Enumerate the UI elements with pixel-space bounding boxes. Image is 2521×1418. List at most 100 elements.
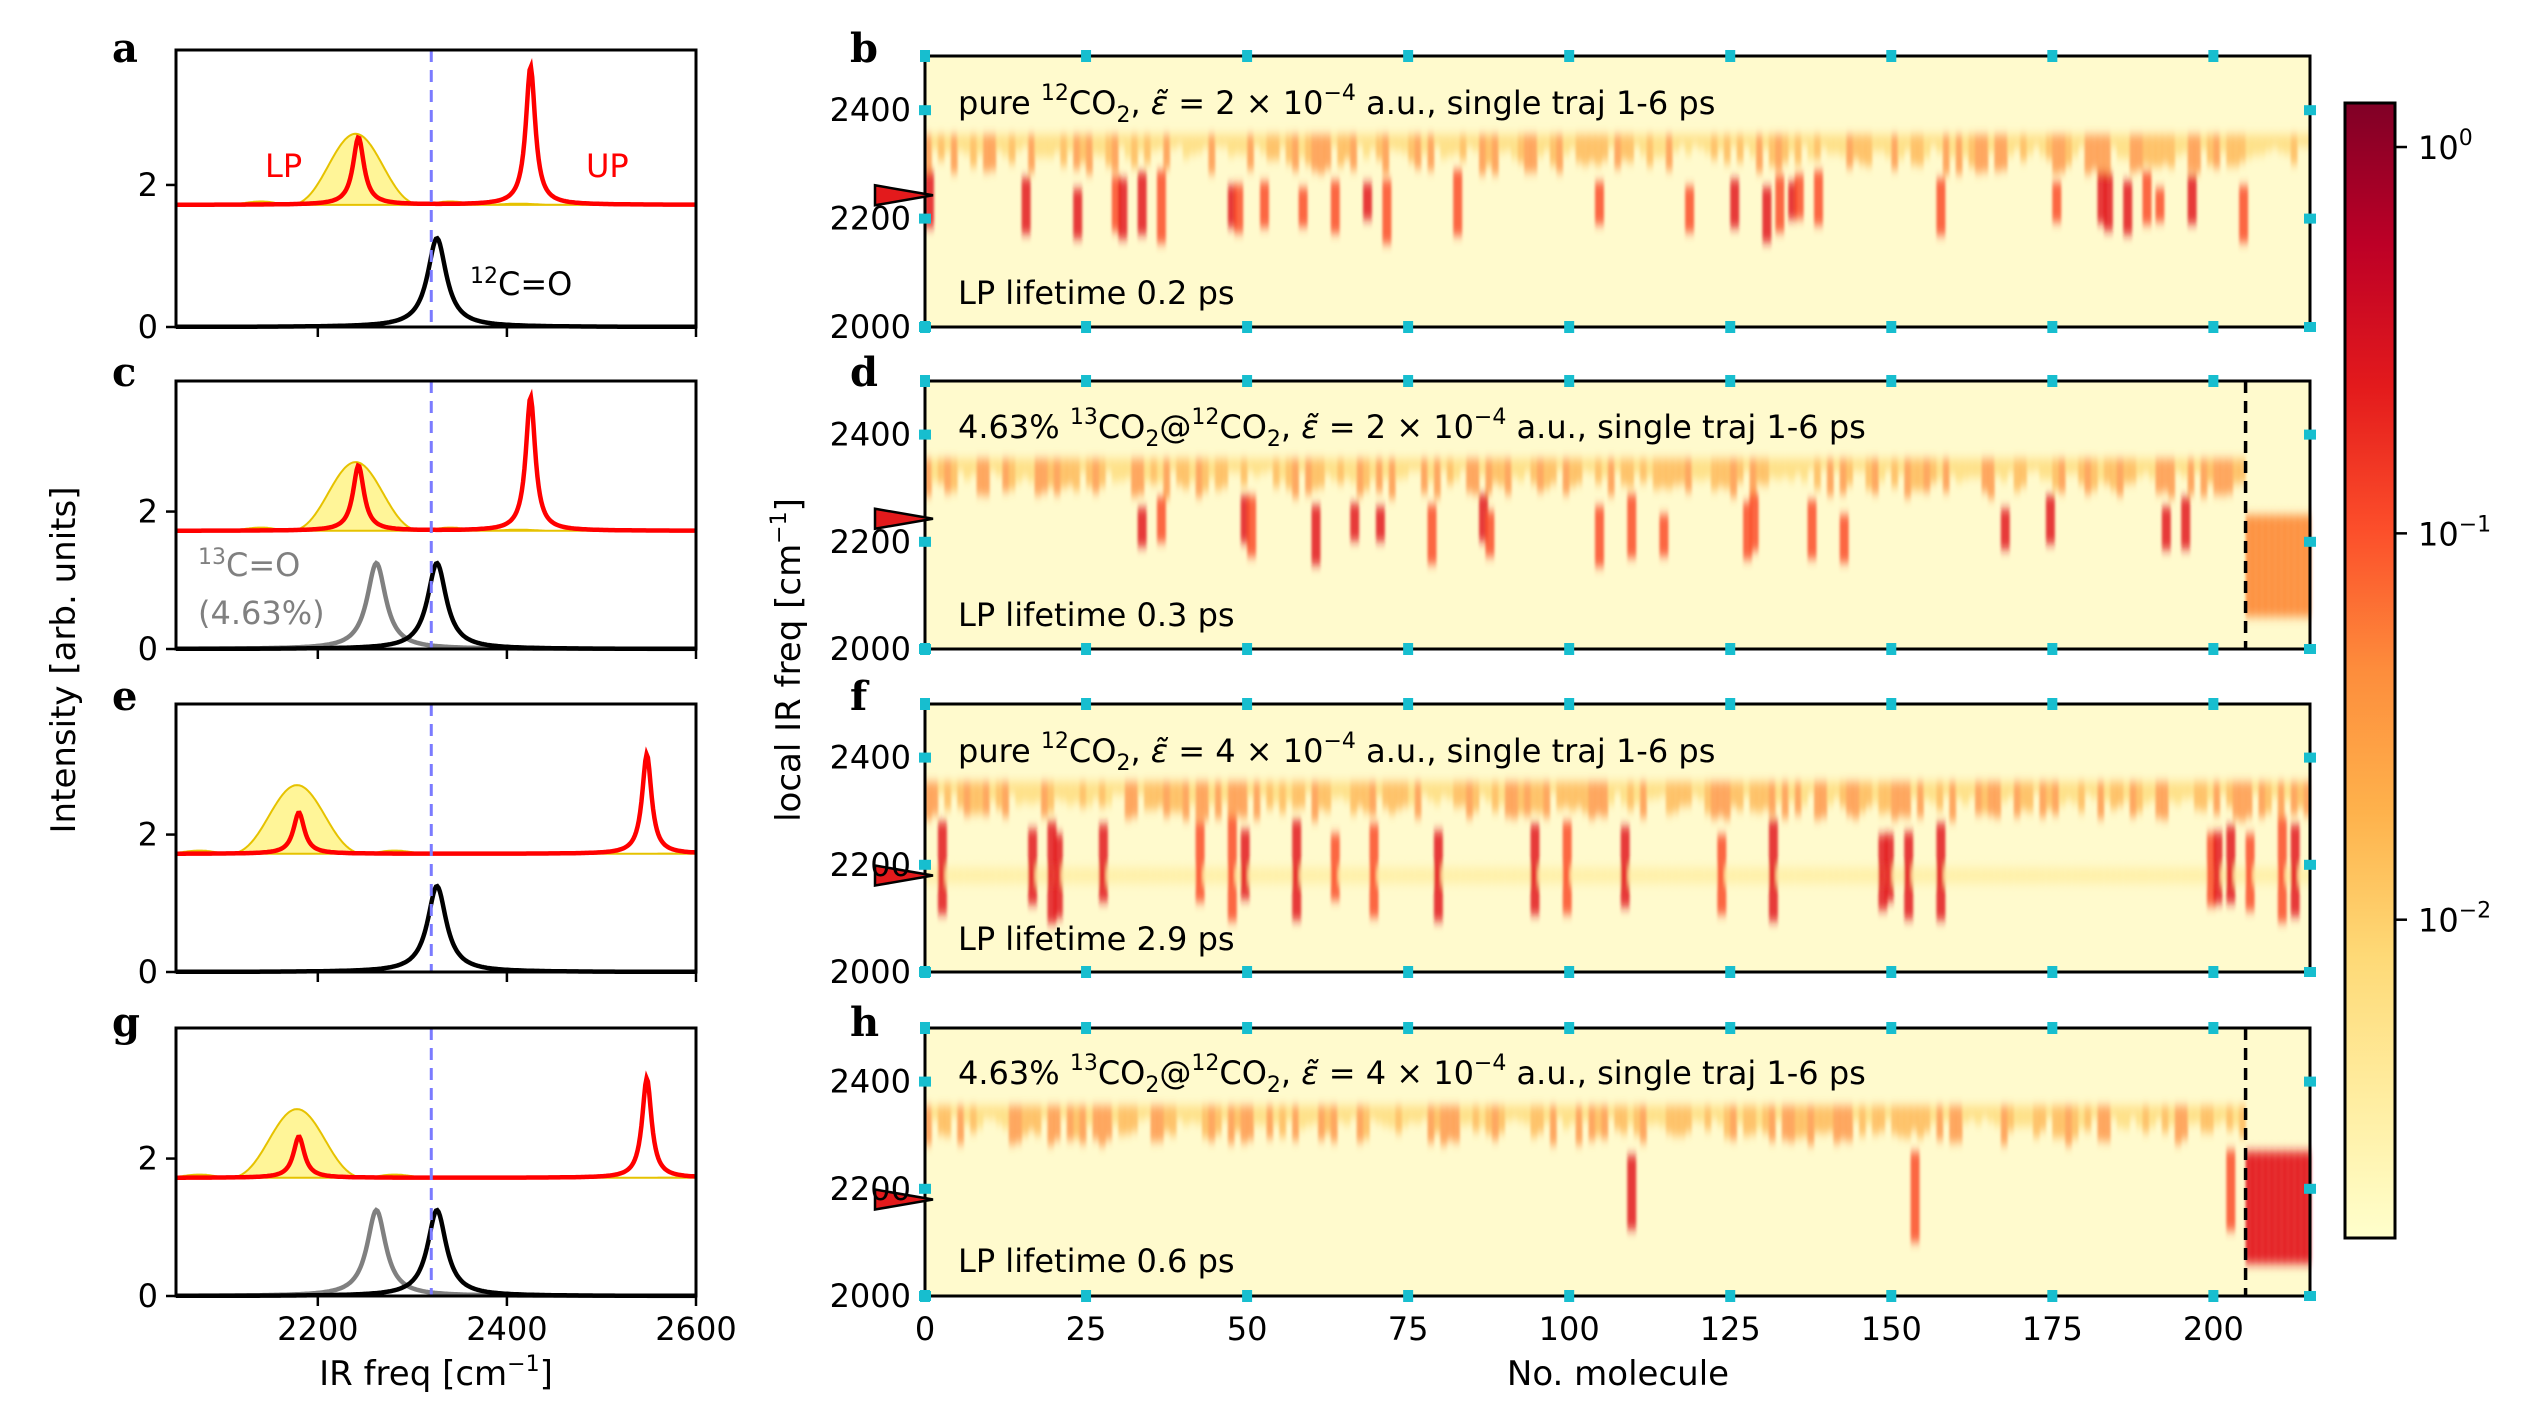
molecule-streak — [1788, 181, 1798, 220]
xtick-mark — [1564, 1290, 1575, 1302]
lp-band-mark — [2271, 867, 2278, 884]
band-mark — [1401, 1105, 1409, 1127]
band-mark — [1704, 781, 1712, 814]
molecule-streak — [1137, 507, 1147, 547]
band-mark — [2033, 458, 2040, 471]
lp-band-mark — [1414, 867, 1421, 884]
xtick-mark — [1081, 698, 1092, 710]
band-mark — [2168, 781, 2176, 802]
lp-band-mark — [1775, 867, 1782, 884]
molecule-streak — [1363, 183, 1372, 220]
lp-band-mark — [1221, 867, 1228, 884]
lp-band-mark — [1665, 867, 1673, 884]
band-mark — [1994, 1105, 2002, 1126]
band-mark — [1124, 134, 1132, 158]
xtick-mark — [920, 966, 930, 978]
band-mark — [1111, 1105, 1119, 1125]
molecule-streak — [1053, 833, 1063, 919]
band-mark — [1421, 1105, 1428, 1120]
panel-label-c: c — [112, 349, 136, 396]
band-mark — [1981, 458, 1989, 492]
band-mark — [1034, 134, 1042, 157]
lp-band-mark — [1910, 867, 1917, 884]
band-mark — [1021, 458, 1029, 478]
band-mark — [2187, 1105, 2195, 1125]
band-mark — [1595, 458, 1602, 484]
band-mark — [1781, 458, 1789, 477]
molecule-streak — [2239, 185, 2249, 243]
band-mark — [1221, 134, 1229, 148]
band-mark — [1504, 781, 1512, 818]
band-mark — [1936, 458, 1944, 480]
band-mark — [1401, 781, 1409, 807]
band-mark — [976, 134, 984, 155]
band-mark — [1221, 781, 1229, 802]
molecule-streak — [1749, 494, 1759, 551]
lp-band-mark — [1685, 867, 1692, 884]
band-mark — [2110, 458, 2118, 490]
band-mark — [2065, 134, 2072, 166]
band-mark — [1975, 781, 1982, 815]
band-mark — [1137, 1105, 1145, 1121]
xtick-mark — [1564, 966, 1575, 978]
panel-g-frame — [174, 1026, 698, 1298]
band-mark — [1601, 1105, 1609, 1139]
band-mark — [2123, 1105, 2130, 1129]
lp-band-mark — [1820, 867, 1827, 884]
xtick-mark — [1564, 1022, 1575, 1034]
band-mark — [1137, 781, 1145, 795]
band-mark — [983, 781, 990, 815]
xtick-mark — [1725, 321, 1736, 333]
band-mark — [1530, 134, 1538, 173]
ytick-mark — [919, 536, 931, 547]
band-mark — [2013, 1105, 2021, 1127]
band-mark — [2252, 134, 2259, 156]
band-mark — [1350, 1105, 1357, 1118]
band-mark — [2084, 458, 2092, 494]
xtick-mark — [1081, 375, 1092, 387]
band-mark — [1382, 781, 1390, 808]
band-mark — [1556, 458, 1564, 470]
lp-band-mark — [1891, 867, 1898, 884]
lp-band-mark — [1247, 867, 1254, 884]
band-mark — [2116, 1105, 2124, 1128]
lp-band-mark — [2045, 867, 2053, 884]
lp-band-mark — [2194, 867, 2201, 884]
band-mark — [1730, 781, 1737, 806]
band-mark — [2303, 134, 2311, 147]
xtick-mark — [1081, 1290, 1092, 1302]
lp-band-mark — [1981, 867, 1988, 884]
band-mark — [1298, 1105, 1306, 1129]
band-mark — [2033, 781, 2040, 793]
band-mark — [1530, 458, 1538, 484]
lp-band-mark — [1582, 867, 1589, 884]
band-mark — [970, 781, 977, 814]
band-mark — [1917, 458, 1924, 491]
band-mark — [1472, 781, 1480, 812]
band-mark — [1736, 458, 1744, 483]
molecule-streak — [1098, 824, 1108, 902]
molecule-streak — [1730, 179, 1740, 228]
band-mark — [1098, 1105, 1106, 1146]
lp-band-mark — [2155, 867, 2162, 884]
band-mark — [1214, 781, 1222, 819]
ytick-mark — [919, 429, 931, 440]
band-mark — [2026, 134, 2034, 155]
band-mark — [2252, 781, 2259, 794]
band-mark — [1234, 1105, 1241, 1132]
band-mark — [1388, 781, 1396, 814]
panel-label-f: f — [850, 673, 870, 720]
band-mark — [1047, 1105, 1055, 1146]
band-mark — [1955, 134, 1963, 175]
lp-band-mark — [1260, 867, 1267, 884]
band-mark — [1852, 781, 1860, 819]
molecule-streak — [1247, 496, 1257, 557]
band-mark — [1511, 134, 1518, 159]
xtick-label: 75 — [1388, 1310, 1429, 1348]
band-mark — [1305, 458, 1312, 495]
xtick-mark — [1403, 375, 1414, 387]
band-mark — [1131, 458, 1138, 497]
band-mark — [1427, 781, 1435, 800]
band-mark — [1698, 1105, 1705, 1123]
lp-band-mark — [1356, 867, 1363, 884]
